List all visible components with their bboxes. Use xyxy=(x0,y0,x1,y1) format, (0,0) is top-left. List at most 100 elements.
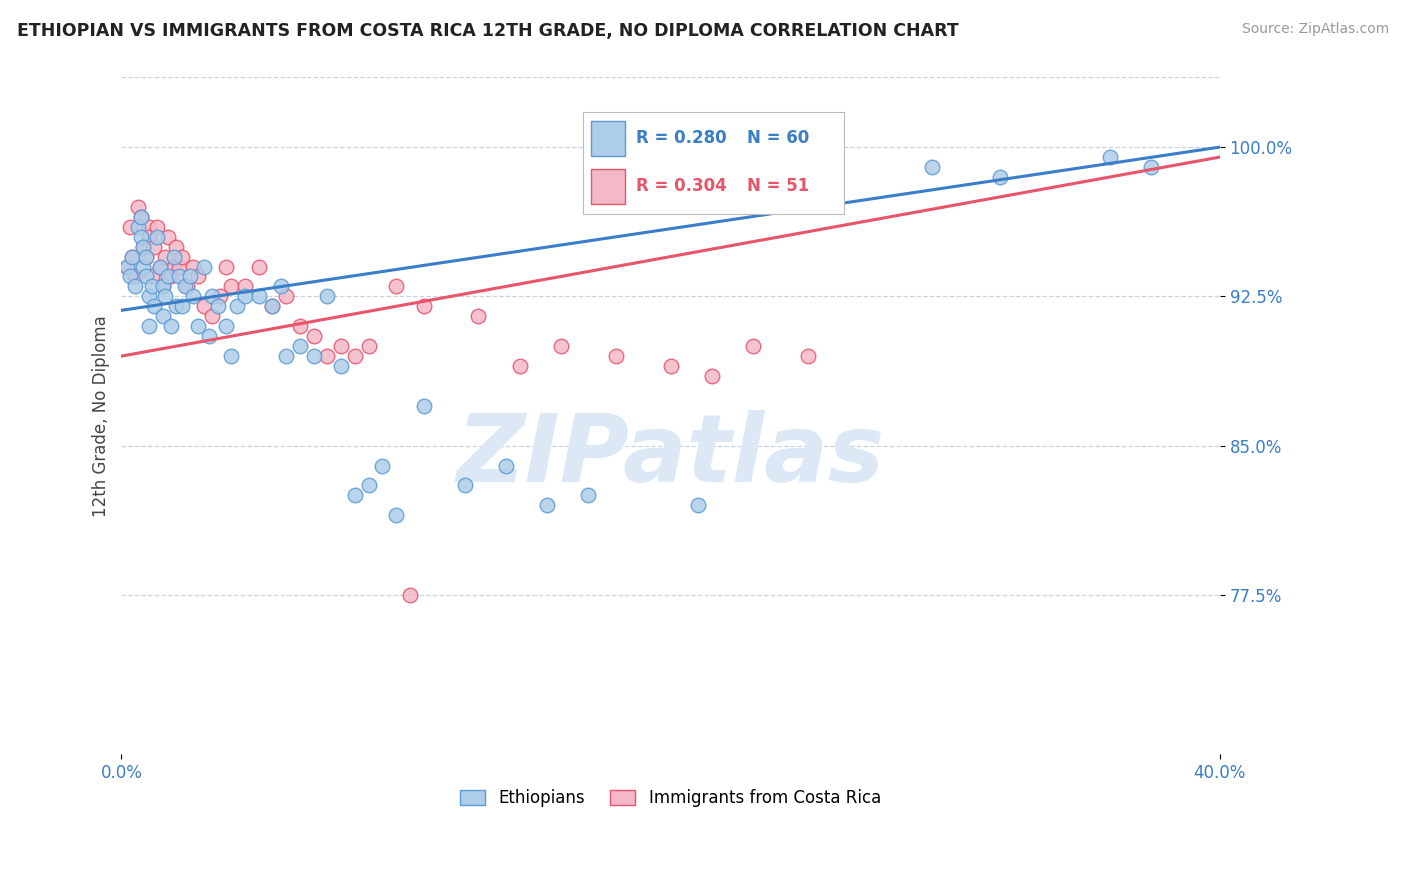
Point xyxy=(1140,160,1163,174)
Point xyxy=(193,260,215,274)
Point xyxy=(165,239,187,253)
Point xyxy=(155,250,177,264)
Point xyxy=(118,219,141,234)
Text: ZIPatlas: ZIPatlas xyxy=(457,410,884,502)
Point xyxy=(143,239,166,253)
Point xyxy=(135,269,157,284)
Point xyxy=(659,359,682,373)
Point xyxy=(167,260,190,274)
Point xyxy=(343,349,366,363)
Point xyxy=(155,289,177,303)
Point xyxy=(170,250,193,264)
Point xyxy=(162,250,184,264)
Point xyxy=(1098,150,1121,164)
Point xyxy=(187,269,209,284)
Point xyxy=(173,279,195,293)
Point xyxy=(181,260,204,274)
Point xyxy=(138,219,160,234)
Point xyxy=(454,478,477,492)
Point xyxy=(132,239,155,253)
Point xyxy=(276,289,298,303)
Point xyxy=(115,260,138,274)
Point xyxy=(233,289,256,303)
Point xyxy=(138,229,160,244)
Point xyxy=(988,169,1011,184)
Text: N = 60: N = 60 xyxy=(748,129,810,147)
Point xyxy=(330,359,353,373)
Point xyxy=(215,260,238,274)
Point xyxy=(193,299,215,313)
Point xyxy=(209,289,232,303)
Point xyxy=(170,299,193,313)
Text: R = 0.280: R = 0.280 xyxy=(636,129,725,147)
Point xyxy=(141,279,163,293)
Point xyxy=(921,160,943,174)
Point xyxy=(160,269,183,284)
Point xyxy=(412,399,434,413)
Point xyxy=(270,279,292,293)
Point xyxy=(129,229,152,244)
Point xyxy=(179,269,201,284)
Point xyxy=(157,229,180,244)
Point xyxy=(262,299,284,313)
Point xyxy=(201,289,224,303)
Point xyxy=(605,349,627,363)
Point xyxy=(797,349,820,363)
Point xyxy=(135,250,157,264)
Point xyxy=(219,349,242,363)
Point xyxy=(149,260,172,274)
Point xyxy=(135,250,157,264)
Point xyxy=(162,260,184,274)
Point xyxy=(132,260,155,274)
Point xyxy=(149,260,172,274)
Point xyxy=(276,349,298,363)
Point xyxy=(115,260,138,274)
Point xyxy=(146,229,169,244)
Point xyxy=(127,200,149,214)
Point xyxy=(467,310,489,324)
Point xyxy=(700,369,723,384)
Point xyxy=(316,289,339,303)
Point xyxy=(121,250,143,264)
Point xyxy=(141,269,163,284)
Point xyxy=(371,458,394,473)
Point xyxy=(215,319,238,334)
Point xyxy=(167,269,190,284)
Point xyxy=(121,250,143,264)
Point xyxy=(129,210,152,224)
Point xyxy=(385,279,408,293)
Point xyxy=(138,289,160,303)
Point xyxy=(343,488,366,502)
Bar xyxy=(592,120,626,155)
Point xyxy=(247,289,270,303)
Point xyxy=(118,269,141,284)
Point xyxy=(398,588,420,602)
Point xyxy=(509,359,531,373)
Point xyxy=(176,279,198,293)
Point xyxy=(207,299,229,313)
Point xyxy=(330,339,353,353)
Point xyxy=(247,260,270,274)
Point xyxy=(536,499,558,513)
Point xyxy=(187,319,209,334)
Point xyxy=(495,458,517,473)
Point xyxy=(225,299,247,313)
Point xyxy=(550,339,572,353)
Y-axis label: 12th Grade, No Diploma: 12th Grade, No Diploma xyxy=(93,315,110,516)
Point xyxy=(138,319,160,334)
Point xyxy=(412,299,434,313)
Point xyxy=(165,299,187,313)
Point xyxy=(146,219,169,234)
Point xyxy=(288,319,311,334)
Point xyxy=(127,219,149,234)
Point xyxy=(262,299,284,313)
Point xyxy=(132,239,155,253)
Point xyxy=(688,499,710,513)
Point xyxy=(129,210,152,224)
Point xyxy=(124,269,146,284)
Point xyxy=(742,339,765,353)
Point xyxy=(160,319,183,334)
Point xyxy=(152,279,174,293)
Bar xyxy=(592,169,626,204)
Text: R = 0.304: R = 0.304 xyxy=(636,178,727,195)
